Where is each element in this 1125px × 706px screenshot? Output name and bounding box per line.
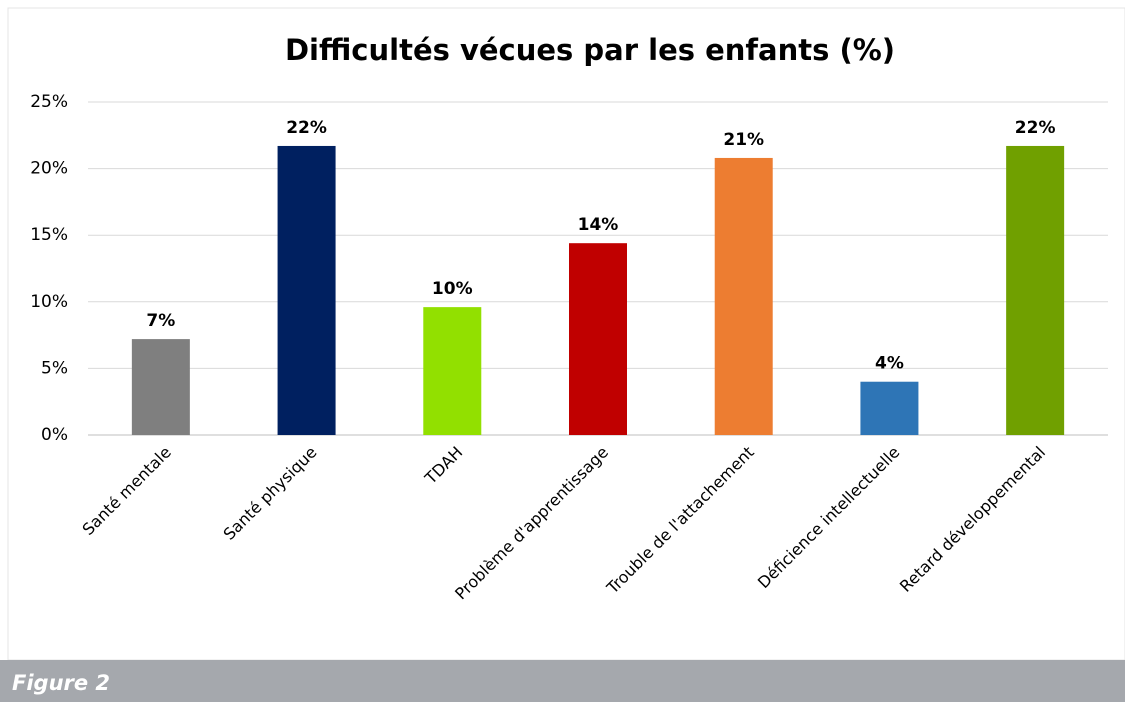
bar <box>569 243 627 435</box>
y-tick-label: 15% <box>30 225 68 245</box>
y-tick-label: 25% <box>30 92 68 112</box>
data-label: 22% <box>286 118 327 138</box>
bar <box>1006 145 1065 435</box>
bar <box>423 307 482 435</box>
bar <box>714 157 773 435</box>
bar <box>131 339 190 435</box>
data-label: 22% <box>1015 118 1056 138</box>
caption-bar <box>0 660 1125 702</box>
y-tick-label: 5% <box>41 358 68 378</box>
data-label: 4% <box>875 354 904 374</box>
y-tick-label: 0% <box>41 425 68 445</box>
chart-frame <box>7 7 1125 661</box>
caption: Figure 2 <box>12 671 110 695</box>
y-tick-label: 10% <box>30 292 68 312</box>
bar <box>277 145 336 435</box>
y-tick-label: 20% <box>30 159 68 179</box>
data-label: 10% <box>432 279 473 299</box>
chart-title: Difficultés vécues par les enfants (%) <box>285 33 895 67</box>
data-label: 21% <box>723 130 764 150</box>
bar <box>860 381 919 435</box>
data-label: 7% <box>146 311 175 331</box>
data-label: 14% <box>578 215 619 235</box>
